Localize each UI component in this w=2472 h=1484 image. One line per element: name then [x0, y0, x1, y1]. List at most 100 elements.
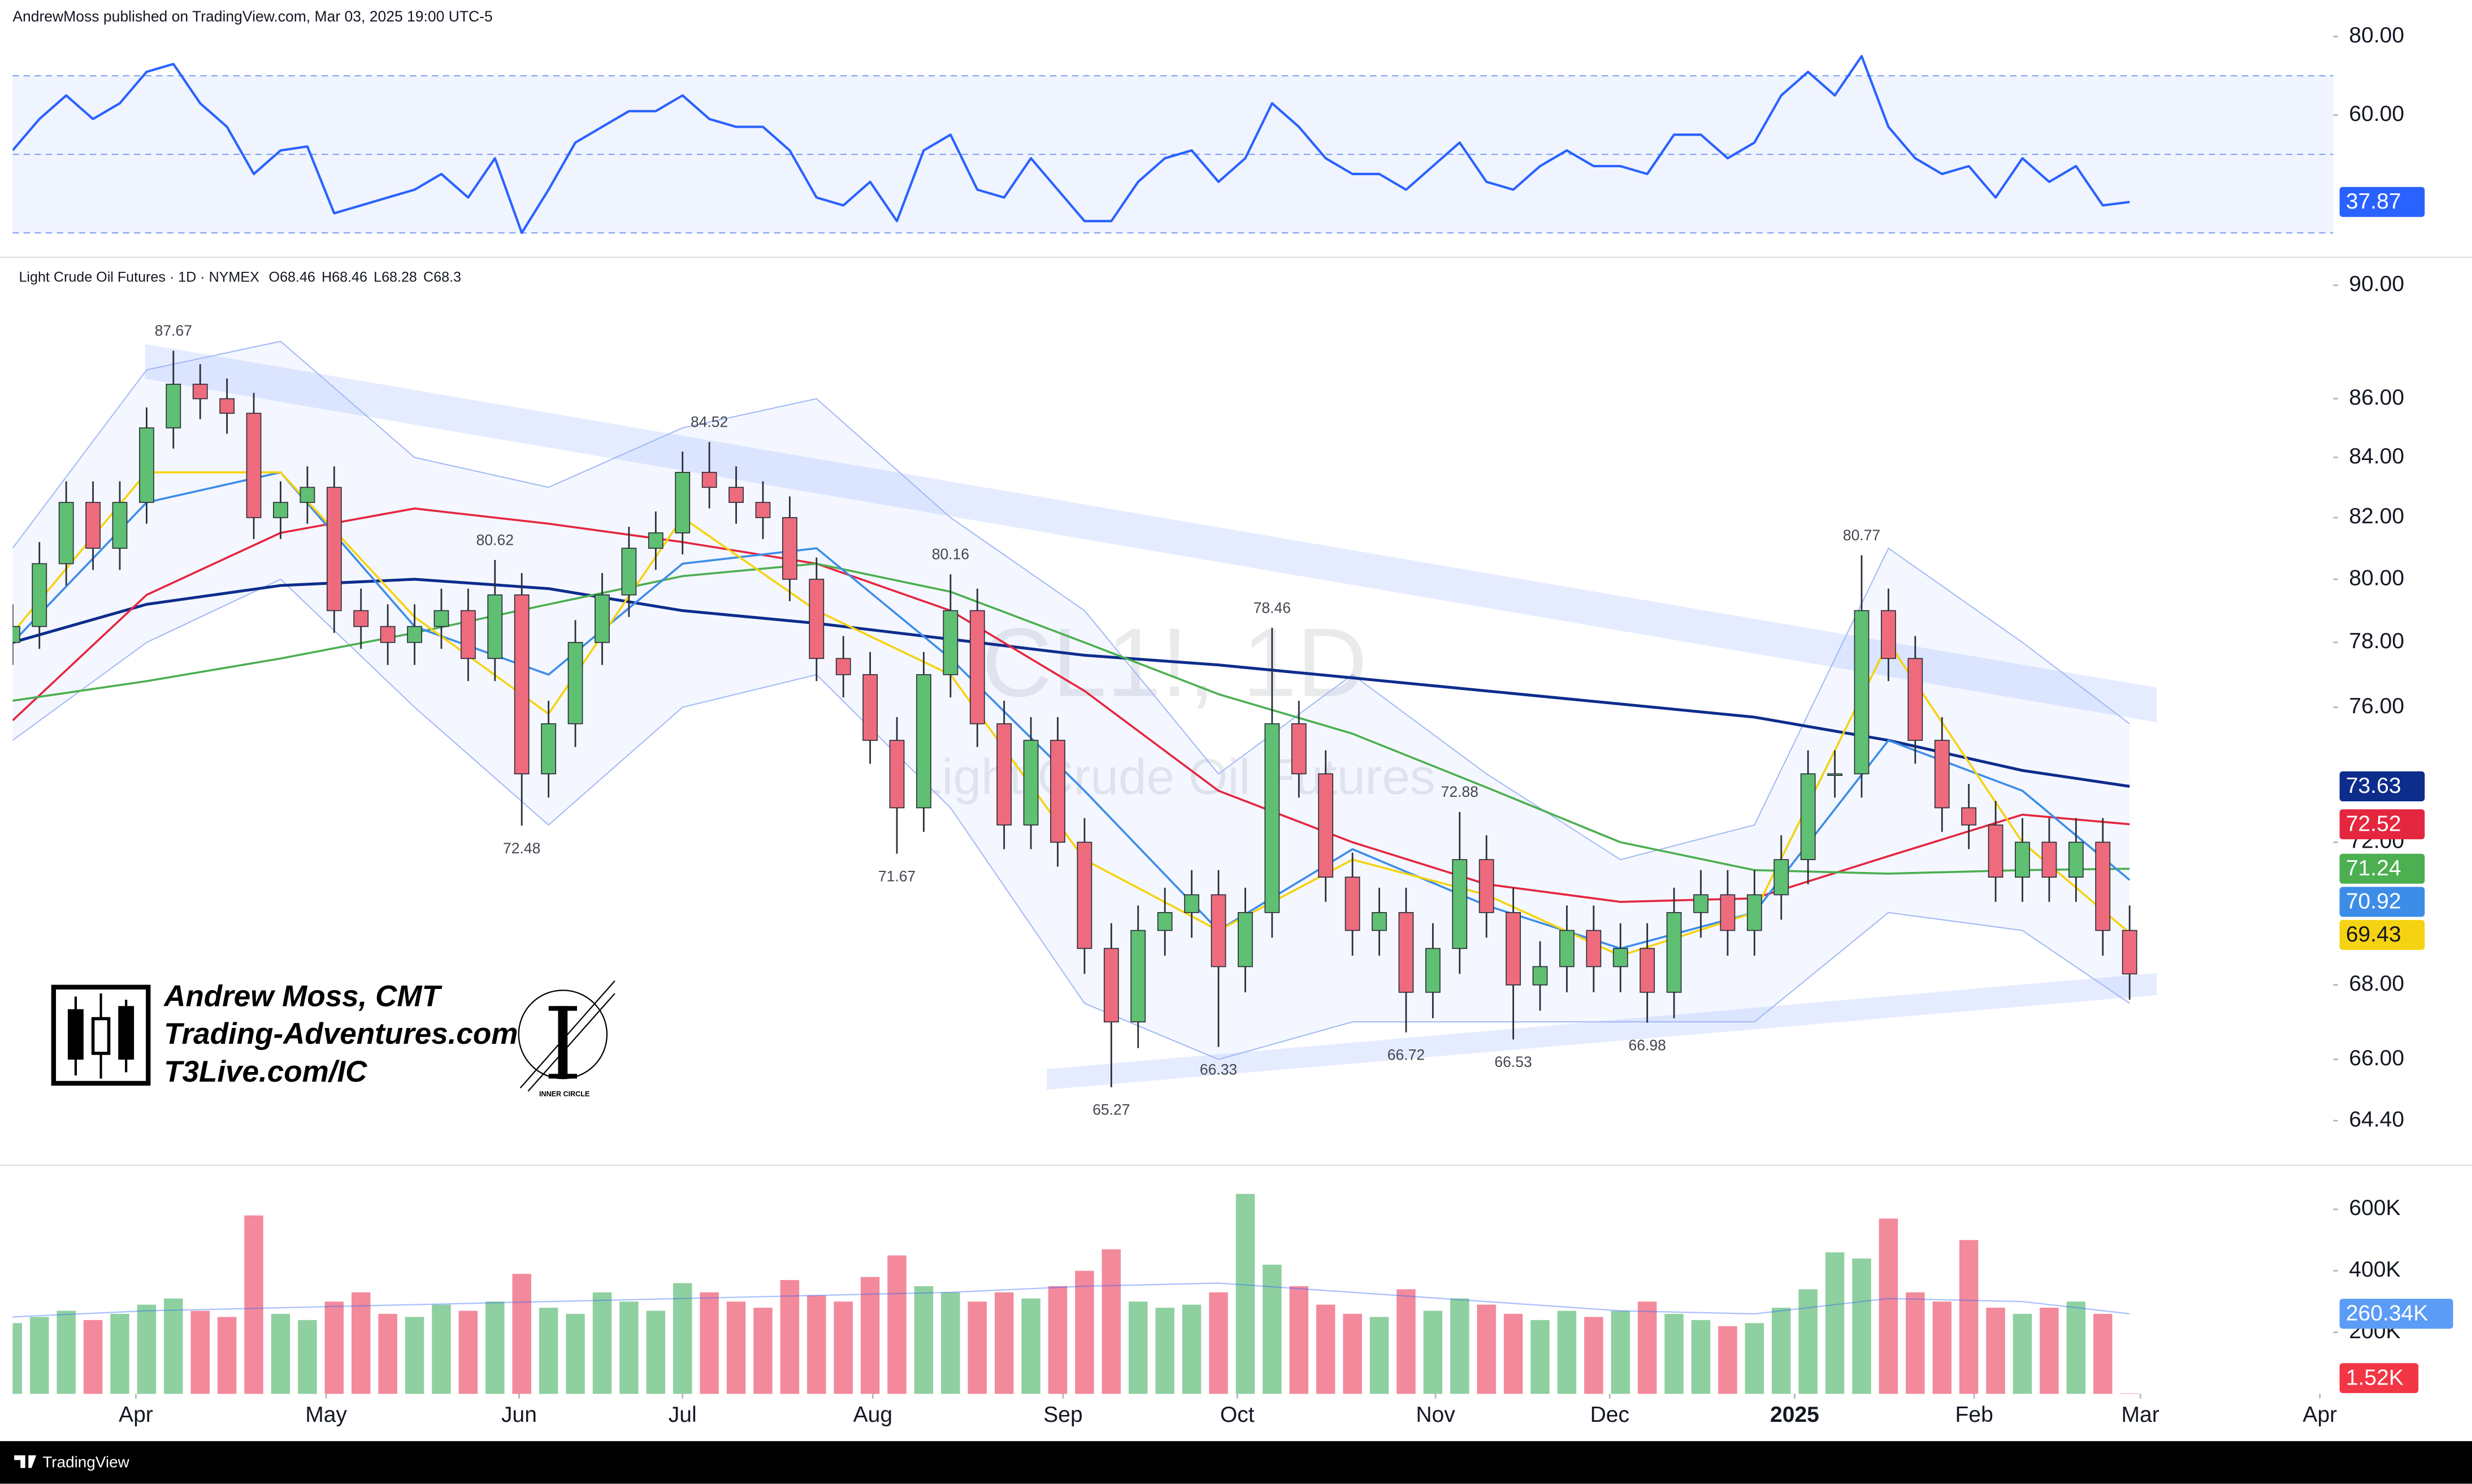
volume-bar	[1450, 1298, 1469, 1394]
value-box-label: 71.24	[2346, 856, 2401, 880]
price-annotation: 66.33	[1200, 1061, 1237, 1078]
volume-bar	[1477, 1304, 1496, 1394]
x-tick-label: Feb	[1955, 1403, 1993, 1427]
candle-body	[1746, 894, 1762, 931]
y-tick-label: 68.00	[2349, 971, 2404, 996]
x-tick-label: Oct	[1220, 1403, 1255, 1427]
y-tick-label: 66.00	[2349, 1046, 2404, 1070]
volume-bar	[2066, 1301, 2086, 1394]
badge-line	[527, 993, 615, 1092]
candle-body	[1693, 894, 1708, 913]
y-tick-label: 90.00	[2349, 272, 2404, 296]
volume-bar	[1611, 1311, 1630, 1394]
candle-body	[326, 487, 342, 611]
y-tick-label: 80.00	[2349, 23, 2404, 47]
price-annotation: 78.46	[1254, 599, 1291, 616]
volume-bar	[1772, 1308, 1791, 1394]
candle-body	[300, 487, 315, 503]
candle-body	[1318, 773, 1334, 878]
y-tick-label: 600K	[2349, 1196, 2400, 1220]
volume-ma	[12, 1282, 2130, 1318]
candle-body	[1640, 948, 1655, 993]
candle-body	[835, 658, 851, 675]
price-annotation: 80.62	[476, 531, 514, 548]
volume-bar	[1155, 1308, 1174, 1394]
volume-bar	[941, 1292, 960, 1394]
volume-bar	[1879, 1218, 1898, 1394]
volume-bar	[271, 1313, 290, 1394]
x-tick-label: Mar	[2122, 1403, 2159, 1427]
candle-body	[1881, 610, 1896, 659]
x-tick-label: 2025	[1770, 1403, 1819, 1427]
x-tick-label: Nov	[1416, 1403, 1455, 1427]
candle-body	[595, 594, 610, 643]
candle-body	[728, 487, 744, 503]
volume-bar	[1664, 1313, 1684, 1394]
candle-body	[12, 626, 20, 643]
x-tick-label: May	[305, 1403, 347, 1427]
price-annotation: 66.53	[1494, 1053, 1532, 1070]
value-box	[2339, 1299, 2453, 1329]
volume-bar	[29, 1317, 49, 1394]
candle-body	[353, 610, 369, 627]
volume-bar	[12, 1323, 23, 1394]
volume-bar	[57, 1311, 76, 1394]
legend-label: L	[374, 269, 381, 285]
volume-bar	[1557, 1311, 1577, 1394]
candle-body	[2015, 841, 2030, 878]
volume-bar	[753, 1308, 773, 1394]
value-box	[2339, 771, 2425, 801]
volume-bar	[1745, 1323, 1764, 1394]
volume-bar	[137, 1304, 157, 1394]
candle-body	[1961, 807, 1977, 826]
volume-bar	[217, 1317, 237, 1394]
candle-body	[139, 427, 154, 503]
value-box-label: 72.52	[2346, 812, 2401, 836]
candle-body	[701, 472, 717, 488]
candle-body	[219, 398, 235, 414]
candle-body	[1773, 859, 1789, 896]
volume-bar	[1397, 1289, 1416, 1394]
price-pane: CL1!, 1D Light Crude Oil Futures 87.6780…	[12, 322, 2157, 1118]
volume-bar	[673, 1283, 692, 1394]
brand-name: Andrew Moss, CMT	[163, 979, 443, 1013]
candle-body	[1398, 912, 1414, 993]
badge-letter	[548, 1006, 577, 1011]
legend-value: 68.46	[280, 269, 315, 285]
candle-body	[1291, 723, 1307, 775]
legend-value: 68.3	[433, 269, 461, 285]
value-box	[2339, 809, 2425, 840]
badge-text: INNER CIRCLE	[539, 1090, 589, 1098]
value-box	[2339, 919, 2425, 950]
volume-bar	[619, 1301, 639, 1394]
volume-bar	[726, 1301, 746, 1394]
volume-bar	[324, 1301, 344, 1394]
volume-bar	[914, 1286, 934, 1394]
price-annotation: 80.77	[1843, 527, 1880, 544]
brand-link: T3Live.com/IC	[164, 1055, 367, 1088]
volume-bar	[539, 1308, 558, 1394]
candle-body	[1264, 723, 1280, 913]
badge-letter	[548, 1074, 577, 1079]
candle-body	[58, 502, 74, 565]
volume-bar	[83, 1320, 103, 1394]
y-tick-label: 84.00	[2349, 444, 2404, 468]
volume-bar	[1932, 1301, 1951, 1394]
candle-body	[1345, 876, 1360, 931]
x-tick-label: Dec	[1590, 1403, 1629, 1427]
moving-average	[12, 471, 2131, 950]
volume-bar	[700, 1292, 719, 1394]
candle-body	[85, 502, 101, 549]
candle-body	[1666, 912, 1682, 993]
moving-average	[12, 562, 2130, 875]
volume-bar	[2013, 1313, 2032, 1394]
price-annotation: 71.67	[878, 868, 916, 885]
symbol-legend: Light Crude Oil Futures · 1D · NYMEX O68.…	[19, 269, 461, 285]
candle-body	[112, 502, 128, 549]
volume-bar	[1263, 1264, 1282, 1394]
badge-letter	[558, 1006, 568, 1079]
candle-body	[996, 723, 1012, 826]
volume-pane	[12, 1194, 2139, 1394]
moving-average	[12, 507, 2130, 903]
candle-body	[675, 472, 691, 533]
